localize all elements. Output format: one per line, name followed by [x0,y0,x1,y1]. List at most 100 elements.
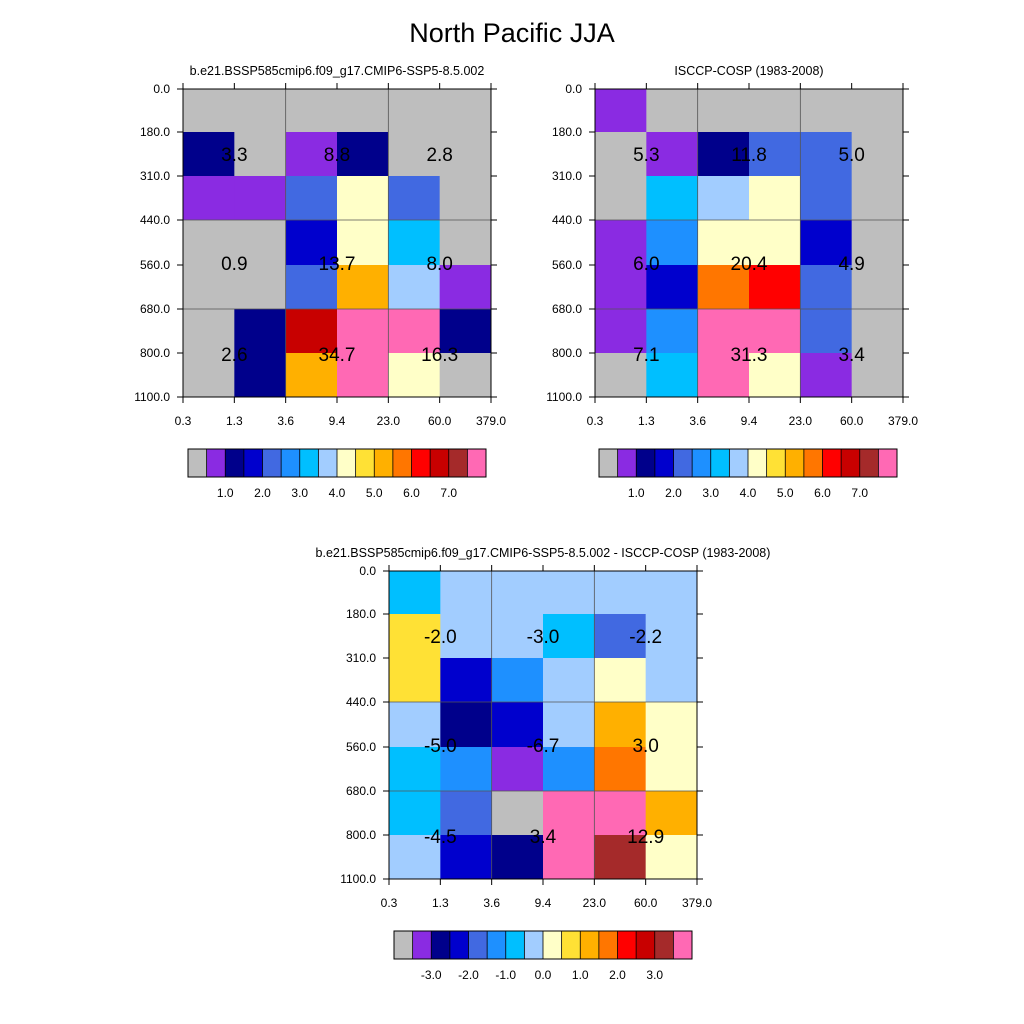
heatmap-cell [183,309,235,354]
heatmap-cell [388,132,441,177]
heatmap-cell [697,132,750,177]
colorbar-swatch [431,931,451,959]
colorbar-label: 1.0 [572,968,589,982]
y-tick-label: 680.0 [140,302,170,316]
block-value-label: 7.1 [633,345,659,366]
colorbar-frame [598,448,898,478]
colorbar-swatch [524,931,544,959]
colorbar-swatch [766,449,786,477]
heatmap-cell [645,702,698,748]
x-tick-label: 3.6 [689,414,706,428]
colorbar-swatch [337,449,356,477]
heatmap-cell [697,220,750,266]
heatmap-cell [388,309,441,354]
colorbar-swatch [673,449,693,477]
heatmap-cell [646,309,699,354]
heatmap-cell [388,176,441,221]
y-tick-label: 440.0 [346,695,376,709]
heatmap-cell [285,220,338,266]
heatmap-cell [285,132,338,177]
heatmap-cell [285,176,338,221]
heatmap-cell [851,353,904,398]
block-value-label: 4.9 [838,254,864,275]
heatmap-cell [594,658,647,703]
colorbar-swatch [355,449,375,477]
colorbar-label: 7.0 [851,486,868,500]
heatmap-cell [646,176,699,221]
colorbar-swatch [822,449,842,477]
block-value-label: 11.8 [731,145,767,166]
colorbar-swatch [543,931,562,959]
panel-title: b.e21.BSSP585cmip6.f09_g17.CMIP6-SSP5-8.… [190,64,485,78]
heatmap-cell [234,132,287,177]
colorbar-swatch [243,449,263,477]
heatmap-cell [800,220,853,266]
heatmap-panel-3: b.e21.BSSP585cmip6.f09_g17.CMIP6-SSP5-8.… [316,546,771,910]
heatmap-cell [851,132,904,177]
colorbar-swatch [281,449,301,477]
block-value-label: 2.8 [426,145,452,166]
heatmap-cell [800,309,853,354]
colorbar-swatch [448,449,468,477]
y-tick-label: 440.0 [140,213,170,227]
x-tick-label: 379.0 [888,414,918,428]
block-value-label: 3.4 [838,345,865,366]
y-tick-label: 0.0 [359,564,376,578]
colorbar-label: 2.0 [609,968,626,982]
heatmap-cell [183,132,235,177]
heatmap-cell [389,835,441,880]
heatmap-cell [543,702,595,748]
colorbar-swatch [225,449,245,477]
diff-colorbar: -3.0 -2.0 -1.0 0.0 1.0 2.0 3.0 [393,930,693,982]
x-tick-label: 60.0 [840,414,864,428]
heatmap-cell [594,702,647,748]
colorbar-swatch [206,449,226,477]
x-tick-label: 1.3 [226,414,243,428]
y-tick-label: 680.0 [346,784,376,798]
colorbar-label: -1.0 [495,968,516,982]
heatmap-cell [800,89,853,133]
heatmap-cell [749,353,801,398]
colorbar-swatch [487,931,507,959]
colorbar-swatch [318,449,338,477]
colorbar-label: -2.0 [458,968,479,982]
heatmap-cell [646,132,699,177]
block-value-label: -3.0 [527,627,560,648]
colorbar-swatch [412,931,432,959]
heatmap-cell [645,658,698,703]
heatmap-cell [440,614,493,659]
heatmap-cell [183,353,235,398]
colorbar-label: 0.0 [535,968,552,982]
heatmap-cell [439,353,492,398]
heatmap-cell [851,176,904,221]
colorbar-swatch [599,449,618,477]
colorbar-label: 4.0 [329,486,346,500]
x-tick-label: 23.0 [789,414,813,428]
colorbar-swatch [710,449,730,477]
heatmap-cell [440,791,493,836]
heatmap-cell [337,309,389,354]
x-tick-label: 60.0 [634,896,658,910]
heatmap-cell [439,265,492,310]
heatmap-cell [595,132,647,177]
heatmap-cell [800,132,853,177]
heatmap-cell [594,791,647,836]
model-colorbar: 1.0 2.0 3.0 4.0 5.0 6.0 7.0 [187,448,487,500]
y-tick-label: 440.0 [552,213,582,227]
heatmap-cell [183,265,235,310]
x-tick-label: 9.4 [329,414,346,428]
colorbar-swatch [449,931,469,959]
heatmap-cell [234,89,287,133]
heatmap-cell [645,835,698,880]
colorbar-swatch [561,931,581,959]
colorbar-label: 3.0 [646,968,663,982]
y-tick-label: 310.0 [346,651,376,665]
colorbar-swatch [617,449,637,477]
heatmap-cell [183,220,235,266]
y-tick-label: 180.0 [140,125,170,139]
x-tick-label: 1.3 [638,414,655,428]
heatmap-cell [749,176,801,221]
colorbar-swatch [841,449,861,477]
heatmap-cell [697,309,750,354]
